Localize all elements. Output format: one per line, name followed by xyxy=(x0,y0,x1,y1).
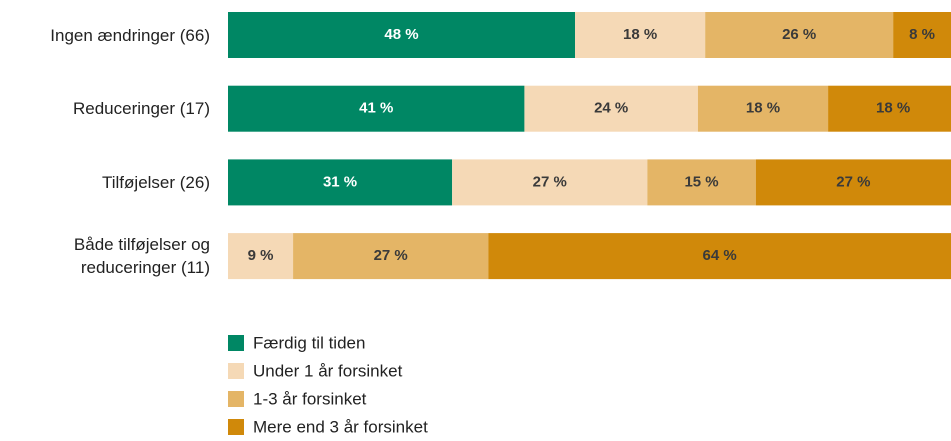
legend-label: Mere end 3 år forsinket xyxy=(253,417,428,436)
bar-segment xyxy=(893,12,951,58)
value-label: 18 % xyxy=(876,100,910,117)
legend-label: Under 1 år forsinket xyxy=(253,361,403,380)
value-label: 48 % xyxy=(384,26,418,43)
bar-segment xyxy=(705,12,894,58)
bar-segment xyxy=(697,85,829,132)
bar-segment xyxy=(452,159,648,206)
legend-swatch xyxy=(228,363,244,379)
category-label: Tilføjelser (26) xyxy=(102,172,210,192)
value-label: 27 % xyxy=(533,173,567,190)
bar-segment xyxy=(488,233,951,280)
value-label: 41 % xyxy=(359,100,393,117)
legend-label: 1-3 år forsinket xyxy=(253,389,367,408)
value-label: 18 % xyxy=(746,100,780,117)
bar-segment xyxy=(575,12,706,58)
value-label: 9 % xyxy=(248,247,274,264)
bar-segment xyxy=(647,159,756,206)
value-label: 8 % xyxy=(909,26,935,43)
value-label: 24 % xyxy=(594,100,628,117)
value-label: 31 % xyxy=(323,173,357,190)
legend-swatch xyxy=(228,335,244,351)
value-label: 26 % xyxy=(782,26,816,43)
bar-segment xyxy=(524,85,698,132)
bar-segment xyxy=(828,85,951,132)
legend-swatch xyxy=(228,391,244,407)
value-label: 64 % xyxy=(703,247,737,264)
bar-segment xyxy=(228,85,525,132)
value-label: 27 % xyxy=(374,247,408,264)
legend-swatch xyxy=(228,419,244,435)
bar-segment xyxy=(755,159,951,206)
legend-label: Færdig til tiden xyxy=(253,333,365,352)
category-label: Ingen ændringer (66) xyxy=(50,25,210,45)
value-label: 27 % xyxy=(836,173,870,190)
bar-segment xyxy=(228,12,576,58)
bar-segment xyxy=(228,233,294,280)
bar-segment xyxy=(228,159,453,206)
bar-segment xyxy=(293,233,489,280)
value-label: 18 % xyxy=(623,26,657,43)
category-label: Reduceringer (17) xyxy=(72,99,210,119)
category-label: Både tilføjelser og reduceringer (11) xyxy=(73,235,210,278)
value-label: 15 % xyxy=(684,173,718,190)
